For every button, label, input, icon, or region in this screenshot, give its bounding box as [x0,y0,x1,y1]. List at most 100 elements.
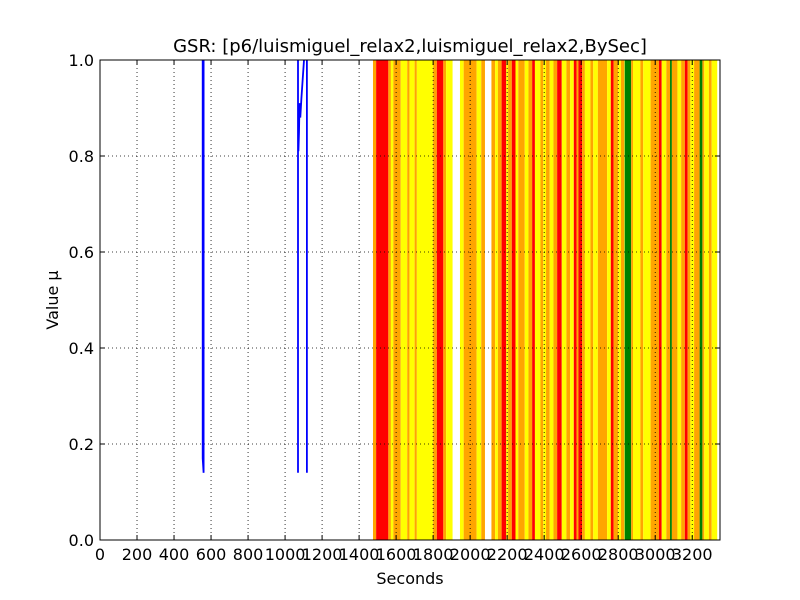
band-yellow [515,60,519,540]
grid-lines [100,60,720,540]
band-yellow [584,60,591,540]
band-yellow [416,60,434,540]
band-red [684,60,688,540]
x-tick-label: 600 [196,545,227,564]
band-orange [681,60,685,540]
band-yellow [561,60,567,540]
band-orange [497,60,502,540]
x-tick-label: 800 [233,545,264,564]
x-axis-label: Seconds [376,569,443,588]
band-orange [708,60,712,540]
band-orange [566,60,571,540]
band-orange [528,60,533,540]
band-orange [443,60,447,540]
band-green [624,60,632,540]
band-yellow [549,60,554,540]
band-red [376,60,389,540]
color-bands [372,60,718,540]
band-yellow [446,60,453,540]
band-yellow [593,60,598,540]
x-tick-label: 2800 [598,545,639,564]
y-tick-label: 0.6 [69,243,94,262]
x-tick-label: 1800 [413,545,454,564]
x-tick-label: 3000 [635,545,676,564]
gsr-line-0 [201,60,205,473]
band-yellow [624,60,625,540]
band-yellow [633,60,641,540]
x-tick-label: 1200 [302,545,343,564]
x-tick-label: 1600 [376,545,417,564]
band-yellow [534,60,541,540]
band-yellow [476,60,482,540]
x-tick-label: 0 [95,545,105,564]
band-red [658,60,662,540]
band-yellow [618,60,621,540]
chart-title: GSR: [p6/luismiguel_relax2,luismiguel_re… [173,36,647,57]
gsr-series [201,59,308,473]
band-yellow [643,60,651,540]
y-tick-label: 0.4 [69,339,94,358]
x-tick-label: 200 [122,545,153,564]
band-yellow [400,60,408,540]
band-yellow [409,60,415,540]
band-yellow [543,60,547,540]
x-tick-label: 2000 [450,545,491,564]
band-orange [407,60,410,540]
y-axis-label: Value µ [43,270,62,329]
band-orange [666,60,671,540]
band-red [610,60,614,540]
y-tick-label: 1.0 [69,51,94,70]
x-tick-label: 2200 [487,545,528,564]
band-orange [582,60,585,540]
band-orange [518,60,525,540]
band-orange [553,60,558,540]
band-orange [388,60,391,540]
y-axis: 0.0 0.2 0.4 0.6 0.8 1.0 [69,51,720,550]
plot-frame [99,59,721,541]
band-orange [631,60,634,540]
x-tick-label: 2400 [524,545,565,564]
band-yellow [704,60,709,540]
band-red [532,60,535,540]
band-red [501,60,507,540]
y-tick-label: 0.2 [69,435,94,454]
x-tick-label: 1000 [265,545,306,564]
band-yellow [607,60,611,540]
band-red [511,60,516,540]
band-yellow [677,60,682,540]
band-yellow [390,60,394,540]
y-tick-label: 0.0 [69,531,94,550]
band-yellow [524,60,529,540]
x-axis: 0 200 400 600 800 100012001400160018002000220… [95,60,713,564]
x-tick-label: 2600 [561,545,602,564]
band-orange [613,60,619,540]
band-orange [481,60,485,540]
band-orange [702,60,705,540]
band-orange [687,60,691,540]
band-yellow [570,60,574,540]
band-yellow [459,60,464,540]
band-orange [590,60,594,540]
band-green [670,60,672,540]
band-red [573,60,577,540]
band-orange [597,60,608,540]
band-orange [576,60,579,540]
band-orange [508,60,512,540]
band-orange [372,60,377,540]
band-orange [650,60,659,540]
band-orange [393,60,401,540]
x-tick-label: 3200 [672,545,713,564]
y-tick-label: 0.8 [69,147,94,166]
band-orange [546,60,550,540]
band-yellow [661,60,667,540]
gsr-line-2 [297,59,305,152]
band-orange [433,60,437,540]
band-red [578,60,583,540]
band-orange [414,60,417,540]
band-orange [540,60,544,540]
band-orange [640,60,644,540]
band-green [699,60,703,540]
band-orange [694,60,700,540]
x-tick-label: 1400 [339,545,380,564]
